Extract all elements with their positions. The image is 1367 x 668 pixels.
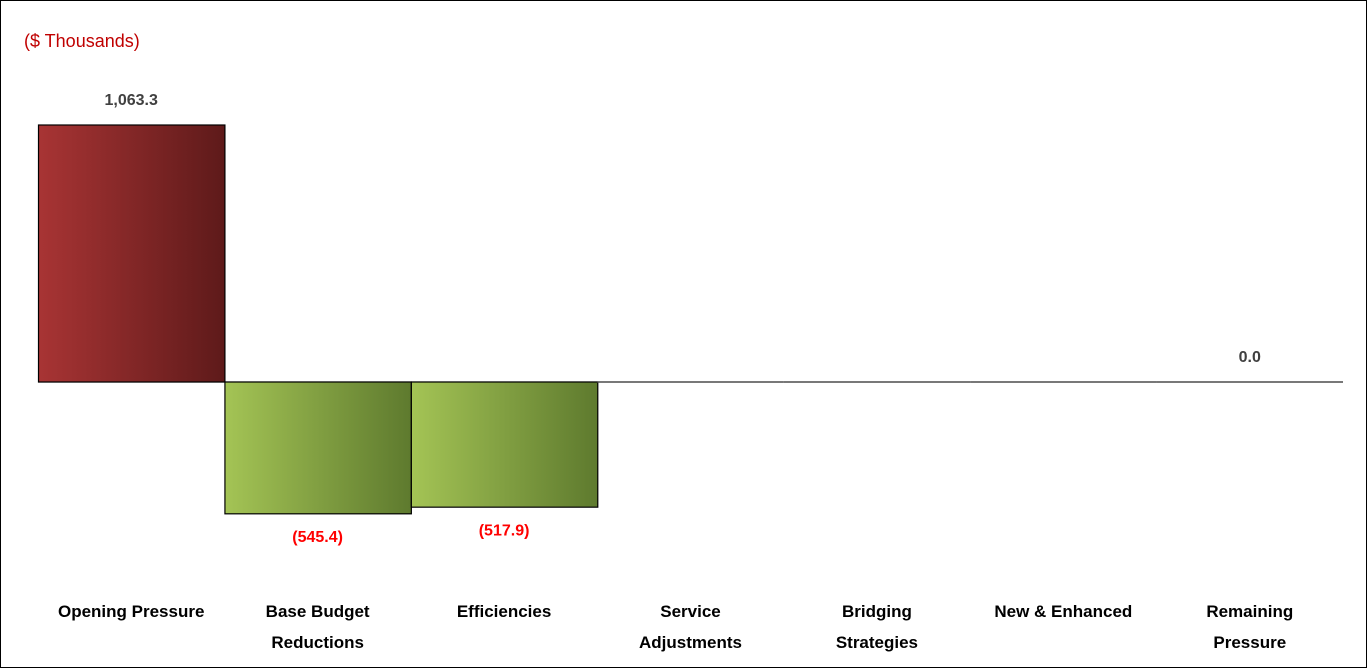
chart-subtitle: ($ Thousands) bbox=[24, 31, 140, 51]
x-tick-label: Efficiencies bbox=[456, 602, 552, 621]
value-label: (517.9) bbox=[479, 522, 530, 539]
x-tick-label: Base Budget Reductions bbox=[265, 602, 370, 652]
x-tick-label: Bridging Strategies bbox=[835, 602, 919, 652]
x-tick-label: New & Enhanced bbox=[994, 602, 1133, 621]
bar bbox=[410, 381, 599, 508]
value-label: 1,063.3 bbox=[105, 92, 158, 109]
x-tick-label: Remaining Pressure bbox=[1206, 602, 1294, 652]
value-label: (545.4) bbox=[292, 529, 343, 546]
value-label: 0.0 bbox=[1239, 349, 1261, 366]
bar bbox=[224, 381, 412, 515]
bar bbox=[37, 124, 226, 383]
x-tick-label: Service Adjustments bbox=[639, 602, 742, 652]
x-tick-label: Opening Pressure bbox=[57, 602, 205, 621]
